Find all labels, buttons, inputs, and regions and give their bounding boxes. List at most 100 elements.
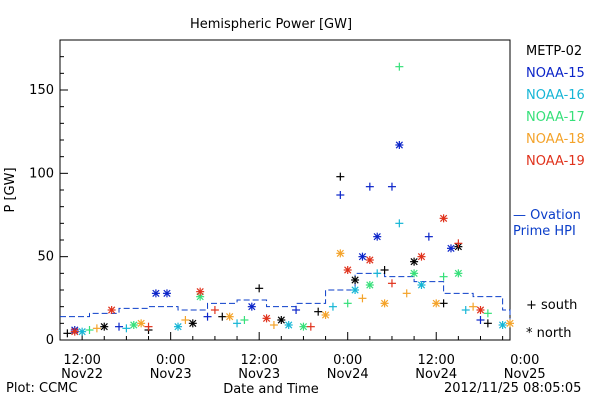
data-point [402, 289, 411, 298]
x-tick-time: 0:00 [333, 353, 362, 368]
data-point [328, 302, 337, 311]
data-point [410, 269, 419, 278]
data-point [476, 306, 485, 314]
data-point [63, 329, 72, 338]
marker-legend: + south * north [526, 298, 577, 354]
x-tick-time: 12:00 [63, 353, 100, 368]
data-point [269, 321, 278, 329]
plot-credit: Plot: CCMC [6, 381, 78, 396]
x-tick-time: 0:00 [156, 353, 185, 368]
data-point [137, 319, 146, 328]
ovation-legend: — Ovation Prime HPI [513, 208, 598, 240]
data-point [410, 257, 419, 266]
data-point [439, 214, 448, 223]
ovation-series [60, 272, 511, 324]
data-point [417, 281, 426, 289]
data-point [336, 172, 345, 181]
plot-timestamp: 2012/11/25 08:05:05 [444, 381, 582, 396]
x-tick-date: Nov24 [327, 367, 369, 382]
data-point [203, 312, 212, 321]
x-tick-date: Nov23 [150, 367, 192, 382]
y-tick-label: 50 [37, 250, 54, 265]
x-tick-date: Nov24 [415, 367, 457, 382]
data-point [365, 281, 374, 289]
data-point [439, 299, 448, 308]
data-point [373, 232, 382, 241]
data-point [210, 306, 219, 314]
data-point [506, 319, 514, 328]
data-point [417, 252, 426, 261]
data-point [151, 289, 160, 298]
data-point [162, 289, 171, 298]
marker-legend-entry: + south [526, 298, 578, 313]
data-point [358, 294, 367, 303]
data-point [343, 299, 352, 308]
y-axis-label: P [GW] [3, 167, 18, 212]
data-point [92, 324, 101, 333]
ovation-legend-label: — Ovation Prime HPI [513, 208, 581, 239]
data-point [336, 249, 345, 258]
data-point [373, 269, 382, 278]
x-tick-time: 0:00 [510, 353, 539, 368]
data-point [395, 141, 404, 149]
plot-frame [59, 39, 511, 341]
data-point [387, 182, 396, 191]
data-point [181, 316, 190, 324]
data-point [107, 306, 116, 314]
y-tick-label: 150 [29, 83, 54, 98]
data-point [122, 324, 131, 333]
legend-entry: NOAA-17 [526, 110, 585, 125]
data-point [432, 299, 441, 308]
x-tick-time: 12:00 [417, 353, 454, 368]
data-point [284, 321, 293, 329]
data-point [380, 299, 389, 308]
data-point [365, 182, 374, 191]
data-point [174, 322, 183, 331]
ovation-line [60, 272, 511, 324]
y-axis: 0 50 100 150 [29, 39, 68, 348]
y-tick-label: 0 [46, 333, 54, 348]
data-point [321, 311, 330, 319]
data-point [498, 321, 507, 329]
data-point [115, 322, 124, 331]
data-point [358, 252, 367, 261]
data-point [380, 266, 389, 274]
data-point [395, 219, 404, 228]
x-axis: 12:00Nov220:00Nov2312:00Nov230:00Nov2412… [59, 332, 546, 382]
data-point [299, 322, 308, 331]
data-point [188, 319, 197, 328]
data-point [365, 256, 374, 264]
data-point [70, 327, 79, 336]
x-axis-label: Date and Time [223, 382, 319, 397]
data-point [233, 319, 242, 328]
data-point [446, 244, 455, 253]
x-tick-date: Nov25 [504, 367, 546, 382]
data-point [100, 322, 109, 331]
data-point [343, 266, 352, 274]
data-point [218, 312, 227, 321]
data-point [483, 319, 492, 328]
data-point [262, 314, 271, 323]
data-point [469, 302, 478, 311]
x-tick-date: Nov23 [238, 367, 280, 382]
legend-entry: NOAA-19 [526, 154, 585, 169]
data-point [439, 272, 448, 281]
data-point [144, 322, 153, 331]
data-point [78, 327, 87, 336]
data-point [424, 232, 433, 241]
data-point [336, 191, 345, 199]
data-point [351, 286, 360, 294]
data-point [454, 269, 463, 278]
data-points [63, 62, 514, 338]
legend-entry: NOAA-15 [526, 66, 585, 81]
legend-entry: NOAA-18 [526, 132, 585, 147]
chart-title: Hemispheric Power [GW] [190, 17, 352, 32]
series-legend: METP-02 NOAA-15 NOAA-16 NOAA-17 NOAA-18 NOAA-… [526, 44, 585, 176]
data-point [387, 279, 396, 288]
data-point [277, 316, 286, 324]
data-point [351, 276, 360, 284]
marker-legend-entry: * north [526, 326, 572, 341]
legend-entry: METP-02 [526, 44, 583, 59]
data-point [247, 302, 256, 311]
